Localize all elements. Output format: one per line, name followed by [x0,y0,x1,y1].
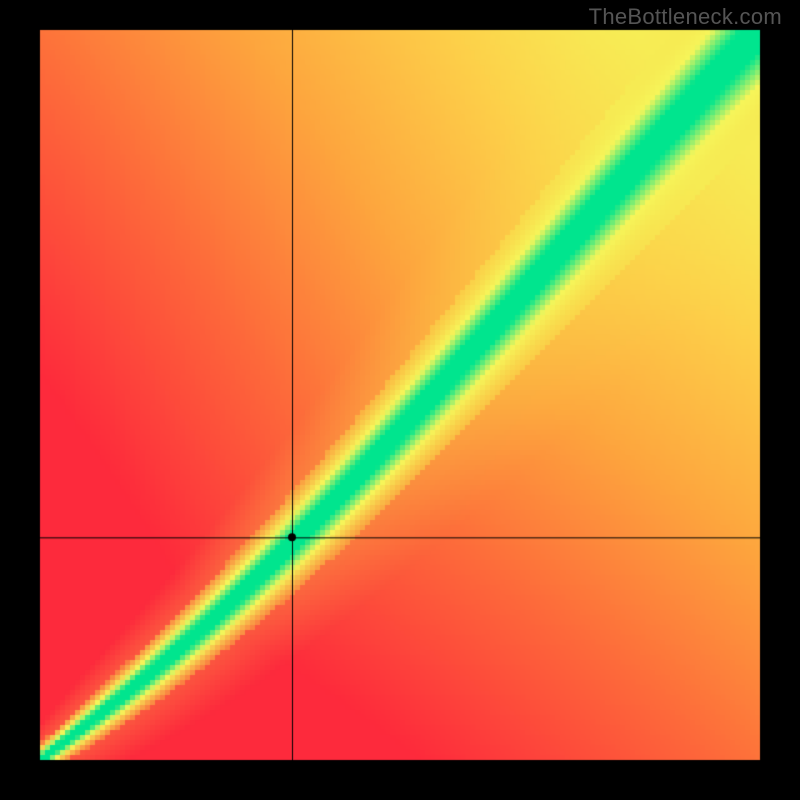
heatmap-canvas [0,0,800,800]
chart-root: TheBottleneck.com [0,0,800,800]
watermark-text: TheBottleneck.com [589,4,782,30]
